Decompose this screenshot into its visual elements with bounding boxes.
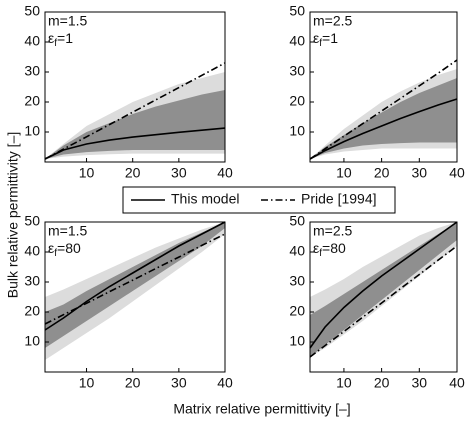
- legend-label: Pride [1994]: [301, 191, 377, 207]
- y-tick-label: 40: [289, 243, 305, 259]
- legend-label: This model: [171, 191, 239, 207]
- plot-frame: [44, 11, 226, 163]
- plot-frame: [309, 221, 458, 373]
- y-tick-label: 40: [289, 33, 305, 49]
- annotation-symbol: ε: [48, 30, 54, 46]
- annotation-symbol: ε: [313, 30, 319, 46]
- annotation: εf=1: [48, 30, 73, 49]
- annotation-symbol: ε: [48, 240, 54, 256]
- x-tick-label: 30: [412, 165, 428, 181]
- series-line: [309, 245, 458, 358]
- annotation-subscript: f: [319, 248, 322, 259]
- series-line: [44, 62, 226, 160]
- y-tick-label: 10: [24, 333, 40, 349]
- x-tick-label: 20: [125, 165, 141, 181]
- x-tick-label: 10: [336, 375, 352, 391]
- y-tick-label: 50: [24, 213, 40, 229]
- annotation: m=1.5: [48, 13, 88, 29]
- uncertainty-band: [45, 90, 225, 159]
- series-line: [44, 233, 226, 325]
- plot-frame: [309, 11, 458, 163]
- plot-frame: [44, 221, 226, 373]
- y-axis-label: Bulk relative permittivity [–]: [5, 132, 21, 299]
- legend-box: [122, 186, 396, 214]
- annotation-value: =1: [57, 30, 73, 46]
- x-tick-label: 40: [449, 375, 465, 391]
- annotation: m=2.5: [313, 223, 353, 239]
- annotation-subscript: f: [54, 248, 57, 259]
- series-line: [44, 127, 226, 160]
- series-line: [309, 59, 458, 160]
- x-tick-label: 10: [79, 375, 95, 391]
- x-tick-label: 40: [217, 375, 233, 391]
- annotation: εf=80: [313, 240, 346, 259]
- x-tick-label: 10: [79, 165, 95, 181]
- annotation-value: =80: [57, 240, 81, 256]
- annotation-value: =80: [322, 240, 346, 256]
- x-tick-label: 30: [171, 165, 187, 181]
- annotation-value: =1: [322, 30, 338, 46]
- x-tick-label: 20: [374, 375, 390, 391]
- y-tick-label: 40: [24, 33, 40, 49]
- x-tick-label: 10: [336, 165, 352, 181]
- x-tick-label: 20: [125, 375, 141, 391]
- series-line: [44, 221, 226, 331]
- y-tick-label: 10: [289, 123, 305, 139]
- y-tick-label: 10: [289, 333, 305, 349]
- x-tick-label: 20: [374, 165, 390, 181]
- y-tick-label: 50: [289, 3, 305, 19]
- annotation-symbol: ε: [313, 240, 319, 256]
- y-tick-label: 20: [289, 303, 305, 319]
- annotation: m=1.5: [48, 223, 88, 239]
- y-tick-label: 20: [24, 93, 40, 109]
- y-tick-label: 50: [24, 3, 40, 19]
- y-tick-label: 30: [289, 273, 305, 289]
- y-tick-label: 30: [24, 273, 40, 289]
- uncertainty-band: [45, 222, 225, 348]
- y-tick-label: 50: [289, 213, 305, 229]
- annotation: m=2.5: [313, 13, 353, 29]
- annotation-subscript: f: [319, 38, 322, 49]
- annotation: εf=1: [313, 30, 338, 49]
- x-tick-label: 40: [449, 165, 465, 181]
- y-tick-label: 20: [289, 93, 305, 109]
- series-line: [309, 221, 458, 349]
- uncertainty-band: [310, 78, 457, 159]
- y-tick-label: 30: [289, 63, 305, 79]
- uncertainty-band: [310, 222, 457, 357]
- y-tick-label: 30: [24, 63, 40, 79]
- x-axis-label: Matrix relative permittivity [–]: [173, 401, 350, 417]
- annotation: εf=80: [48, 240, 81, 259]
- annotation-subscript: f: [54, 38, 57, 49]
- series-line: [309, 98, 458, 160]
- y-tick-label: 40: [24, 243, 40, 259]
- y-tick-label: 10: [24, 123, 40, 139]
- x-tick-label: 30: [171, 375, 187, 391]
- x-tick-label: 40: [217, 165, 233, 181]
- y-tick-label: 20: [24, 303, 40, 319]
- x-tick-label: 30: [412, 375, 428, 391]
